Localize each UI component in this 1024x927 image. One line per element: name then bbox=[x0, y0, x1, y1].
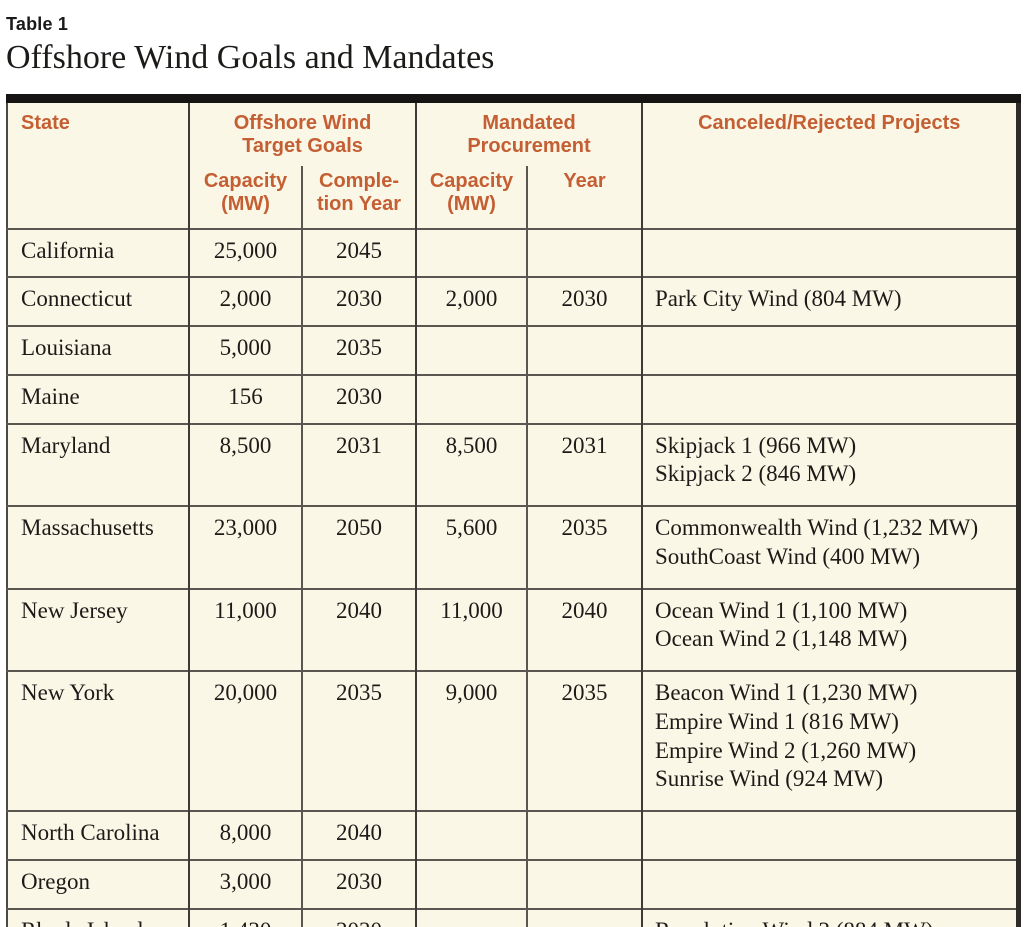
table-row-new-york: New York 20,000 2035 9,000 2035 Beacon W… bbox=[7, 670, 1018, 811]
mandated-year-cell: 2040 bbox=[526, 587, 642, 671]
table-row-california: California 25,000 2045 bbox=[7, 227, 1018, 278]
target-year-cell: 2030 bbox=[301, 373, 416, 424]
mandated-capacity-cell: 5,600 bbox=[415, 505, 527, 589]
target-year-cell: 2045 bbox=[301, 227, 416, 278]
table-body: California 25,000 2045 Connecticut 2,000… bbox=[7, 227, 1018, 927]
target-year-cell: 2035 bbox=[301, 325, 416, 375]
target-capacity-cell: 23,000 bbox=[188, 505, 302, 589]
table-header: State Offshore Wind Target Goals Mandate… bbox=[7, 98, 1018, 229]
mandated-capacity-cell: 11,000 bbox=[415, 587, 527, 671]
col-group-target-goals: Offshore Wind Target Goals bbox=[188, 98, 416, 166]
state-cell: Louisiana bbox=[7, 325, 189, 375]
mandated-year-cell bbox=[526, 325, 642, 375]
page-title: Offshore Wind Goals and Mandates bbox=[6, 39, 495, 76]
projects-cell bbox=[641, 373, 1018, 424]
col-header-target-completion-year: Comple- tion Year bbox=[301, 165, 416, 229]
target-capacity-cell: 3,000 bbox=[188, 858, 302, 909]
mandated-capacity-cell: 8,500 bbox=[415, 422, 527, 506]
col-header-mandated-year: Year bbox=[526, 165, 642, 229]
target-year-cell: 2030 bbox=[301, 276, 416, 326]
projects-cell bbox=[641, 325, 1018, 375]
col-header-state: State bbox=[21, 111, 70, 134]
mandated-capacity-cell bbox=[415, 373, 527, 424]
header-sub-row: Capacity (MW) Comple- tion Year Capacity… bbox=[7, 165, 1018, 229]
mandated-capacity-cell: 2,000 bbox=[415, 276, 527, 326]
state-cell: New Jersey bbox=[7, 587, 189, 671]
table-label: Table 1 bbox=[6, 14, 69, 34]
projects-cell: Ocean Wind 1 (1,100 MW) Ocean Wind 2 (1,… bbox=[641, 587, 1018, 671]
target-capacity-cell: 20,000 bbox=[188, 670, 302, 811]
table-row-oregon: Oregon 3,000 2030 bbox=[7, 858, 1018, 909]
state-cell: Maryland bbox=[7, 422, 189, 506]
mandated-year-cell: 2035 bbox=[526, 505, 642, 589]
target-capacity-cell: 8,500 bbox=[188, 422, 302, 506]
target-year-cell: 2050 bbox=[301, 505, 416, 589]
mandated-year-cell: 2030 bbox=[526, 276, 642, 326]
target-capacity-cell: 8,000 bbox=[188, 810, 302, 860]
projects-cell bbox=[641, 810, 1018, 860]
projects-cell: Park City Wind (804 MW) bbox=[641, 276, 1018, 326]
projects-cell: Skipjack 1 (966 MW) Skipjack 2 (846 MW) bbox=[641, 422, 1018, 506]
target-year-cell: 2031 bbox=[301, 422, 416, 506]
state-cell: North Carolina bbox=[7, 810, 189, 860]
mandated-year-cell: 2035 bbox=[526, 670, 642, 811]
table-row-north-carolina: North Carolina 8,000 2040 bbox=[7, 810, 1018, 860]
projects-cell: Revolution Wind 2 (884 MW) bbox=[641, 907, 1018, 927]
mandated-capacity-cell bbox=[415, 810, 527, 860]
header-group-row: State Offshore Wind Target Goals Mandate… bbox=[7, 98, 1018, 229]
mandated-year-cell bbox=[526, 858, 642, 909]
projects-cell bbox=[641, 858, 1018, 909]
mandated-capacity-cell bbox=[415, 325, 527, 375]
state-cell: Connecticut bbox=[7, 276, 189, 326]
state-cell: Maine bbox=[7, 373, 189, 424]
target-year-cell: 2035 bbox=[301, 670, 416, 811]
target-year-cell: 2040 bbox=[301, 810, 416, 860]
table-row-connecticut: Connecticut 2,000 2030 2,000 2030 Park C… bbox=[7, 276, 1018, 326]
projects-cell: Beacon Wind 1 (1,230 MW) Empire Wind 1 (… bbox=[641, 670, 1018, 811]
target-year-cell: 2030 bbox=[301, 907, 416, 927]
state-cell: California bbox=[7, 227, 189, 278]
table-row-rhode-island: Rhode Island 1,430 2030 Revolution Wind … bbox=[7, 907, 1018, 927]
target-year-cell: 2040 bbox=[301, 587, 416, 671]
projects-cell bbox=[641, 227, 1018, 278]
wind-goals-table: State Offshore Wind Target Goals Mandate… bbox=[6, 93, 1021, 927]
table-row-maine: Maine 156 2030 bbox=[7, 373, 1018, 424]
col-group-mandated-procurement: Mandated Procurement bbox=[415, 98, 642, 166]
mandated-capacity-cell bbox=[415, 858, 527, 909]
target-capacity-cell: 156 bbox=[188, 373, 302, 424]
table-row-massachusetts: Massachusetts 23,000 2050 5,600 2035 Com… bbox=[7, 505, 1018, 589]
target-year-cell: 2030 bbox=[301, 858, 416, 909]
target-capacity-cell: 11,000 bbox=[188, 587, 302, 671]
mandated-capacity-cell bbox=[415, 227, 527, 278]
table-row-new-jersey: New Jersey 11,000 2040 11,000 2040 Ocean… bbox=[7, 587, 1018, 671]
mandated-year-cell bbox=[526, 907, 642, 927]
state-cell: Oregon bbox=[7, 858, 189, 909]
table-row-maryland: Maryland 8,500 2031 8,500 2031 Skipjack … bbox=[7, 422, 1018, 506]
target-capacity-cell: 25,000 bbox=[188, 227, 302, 278]
state-cell: Rhode Island bbox=[7, 907, 189, 927]
mandated-year-cell: 2031 bbox=[526, 422, 642, 506]
table-row-louisiana: Louisiana 5,000 2035 bbox=[7, 325, 1018, 375]
mandated-year-cell bbox=[526, 227, 642, 278]
target-capacity-cell: 5,000 bbox=[188, 325, 302, 375]
target-capacity-cell: 1,430 bbox=[188, 907, 302, 927]
state-cell: Massachusetts bbox=[7, 505, 189, 589]
col-header-target-capacity: Capacity (MW) bbox=[188, 165, 302, 229]
col-header-mandated-capacity: Capacity (MW) bbox=[415, 165, 527, 229]
col-header-canceled-projects: Canceled/Rejected Projects bbox=[641, 98, 1018, 229]
mandated-year-cell bbox=[526, 810, 642, 860]
projects-cell: Commonwealth Wind (1,232 MW) SouthCoast … bbox=[641, 505, 1018, 589]
target-capacity-cell: 2,000 bbox=[188, 276, 302, 326]
state-cell: New York bbox=[7, 670, 189, 811]
mandated-capacity-cell bbox=[415, 907, 527, 927]
mandated-year-cell bbox=[526, 373, 642, 424]
mandated-capacity-cell: 9,000 bbox=[415, 670, 527, 811]
